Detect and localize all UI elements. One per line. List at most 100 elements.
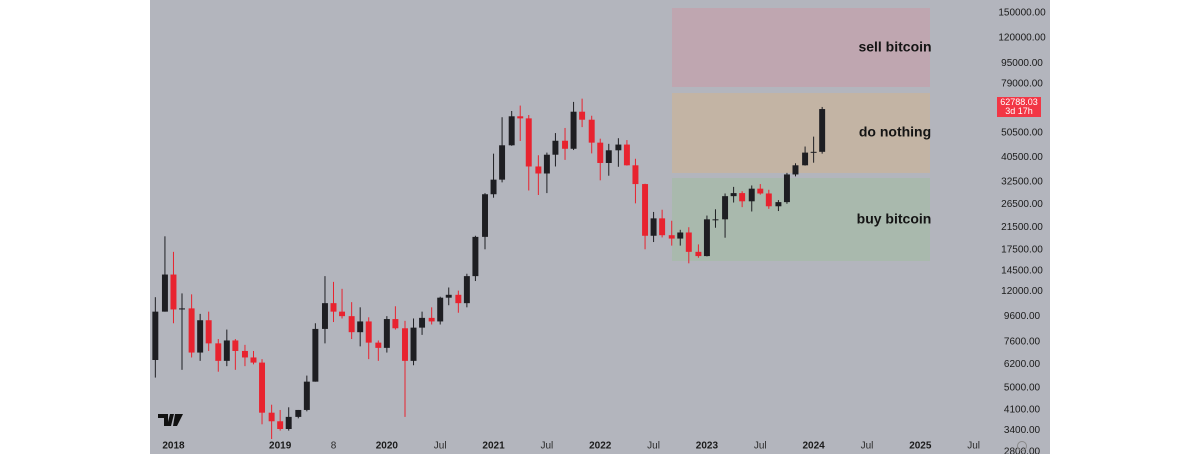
candle-body bbox=[402, 328, 408, 361]
candle-body bbox=[348, 316, 355, 333]
annotation: do nothing bbox=[859, 124, 931, 140]
candle-body bbox=[552, 140, 559, 155]
candle-body bbox=[437, 297, 444, 322]
candle-body bbox=[188, 308, 195, 353]
sell-zone bbox=[672, 8, 930, 87]
candle-body bbox=[623, 144, 630, 166]
hold-zone bbox=[672, 93, 930, 173]
candle-body bbox=[241, 350, 248, 358]
y-tick-label: 14500.00 bbox=[1001, 265, 1043, 276]
candle-body bbox=[757, 188, 764, 194]
x-tick-label: Jul bbox=[967, 441, 980, 452]
candle-body bbox=[668, 235, 675, 239]
y-tick-label: 79000.00 bbox=[1001, 78, 1043, 89]
candle-body bbox=[748, 188, 755, 202]
candle-body bbox=[285, 416, 292, 429]
candle-body bbox=[445, 294, 452, 298]
y-tick-label: 12000.00 bbox=[1001, 286, 1043, 297]
x-tick-label: 2023 bbox=[696, 441, 719, 452]
candle-body bbox=[508, 116, 515, 146]
x-tick-label: 8 bbox=[331, 441, 337, 452]
candle-body bbox=[321, 303, 328, 329]
candle-body bbox=[792, 165, 799, 175]
candle-body bbox=[197, 320, 204, 353]
last-price-label: 62788.03 bbox=[1000, 97, 1038, 107]
settings-icon[interactable] bbox=[1017, 441, 1027, 451]
last-price: 62788.03 3d 17h bbox=[997, 97, 1041, 117]
candle-body bbox=[472, 236, 479, 277]
candles bbox=[152, 98, 826, 440]
candle-body bbox=[179, 308, 185, 310]
candle-body bbox=[482, 194, 488, 237]
y-tick-label: 5000.00 bbox=[1004, 383, 1041, 394]
candle-body bbox=[330, 303, 337, 312]
x-tick-label: Jul bbox=[754, 441, 767, 452]
y-tick-label: 95000.00 bbox=[1001, 58, 1043, 69]
candle-body bbox=[535, 166, 542, 174]
x-tick-label: 2019 bbox=[269, 441, 292, 452]
x-tick-label: Jul bbox=[861, 441, 874, 452]
candle-body bbox=[392, 319, 399, 329]
candle-body bbox=[268, 412, 275, 422]
y-tick-label: 9600.00 bbox=[1004, 311, 1041, 322]
x-tick-label: 2025 bbox=[909, 441, 932, 452]
candle-body bbox=[419, 317, 426, 328]
x-tick-label: Jul bbox=[434, 441, 447, 452]
candle-body bbox=[223, 340, 230, 361]
x-tick-label: Jul bbox=[647, 441, 660, 452]
y-tick-label: 21500.00 bbox=[1001, 222, 1043, 233]
candle-body bbox=[810, 151, 817, 153]
candle-body bbox=[722, 196, 729, 220]
candle-body bbox=[455, 294, 462, 304]
candle-body bbox=[783, 174, 790, 203]
candle-body bbox=[570, 111, 577, 149]
candle-body bbox=[232, 340, 239, 351]
tradingview-logo bbox=[158, 414, 183, 426]
countdown-label: 3d 17h bbox=[1005, 106, 1033, 116]
candle-body bbox=[259, 362, 266, 413]
x-tick-label: 2024 bbox=[802, 441, 825, 452]
candle-body bbox=[428, 317, 435, 322]
candle-body bbox=[712, 219, 719, 221]
candle-body bbox=[579, 111, 586, 120]
candle-body bbox=[819, 109, 826, 152]
candle-body bbox=[597, 142, 604, 163]
candle-body bbox=[562, 140, 569, 149]
candle-body bbox=[615, 144, 622, 151]
y-tick-label: 2800.00 bbox=[1004, 447, 1041, 454]
candle-body bbox=[215, 343, 222, 361]
candle-body bbox=[659, 218, 666, 236]
candle-body bbox=[490, 179, 497, 195]
candle-body bbox=[463, 276, 470, 304]
candle-body bbox=[312, 328, 319, 382]
candle-body bbox=[170, 274, 177, 310]
candle-body bbox=[650, 218, 657, 236]
y-tick-label: 3400.00 bbox=[1004, 425, 1041, 436]
y-tick-label: 150000.00 bbox=[998, 8, 1046, 19]
candle-body bbox=[383, 319, 390, 348]
y-tick-label: 7600.00 bbox=[1004, 337, 1041, 348]
y-tick-label: 50500.00 bbox=[1001, 128, 1043, 139]
candle-body bbox=[543, 154, 550, 174]
candle-body bbox=[365, 321, 372, 343]
x-tick-label: 2021 bbox=[482, 441, 505, 452]
x-tick-label: 2018 bbox=[162, 441, 185, 452]
candle-body bbox=[703, 219, 710, 257]
x-tick-label: 2022 bbox=[589, 441, 612, 452]
y-tick-label: 40500.00 bbox=[1001, 152, 1043, 163]
annotation: sell bitcoin bbox=[858, 39, 931, 55]
candle-body bbox=[730, 193, 737, 197]
candle-body bbox=[605, 150, 612, 163]
price-axis: 150000.00 120000.00 95000.00 79000.00 50500.… bbox=[998, 8, 1050, 458]
candle-body bbox=[357, 321, 364, 333]
candle-body bbox=[339, 311, 346, 317]
x-tick-label: 2020 bbox=[376, 441, 399, 452]
candle-body bbox=[802, 152, 809, 166]
last-price-box bbox=[997, 97, 1041, 117]
y-tick-label: 32500.00 bbox=[1001, 176, 1043, 187]
candle-body bbox=[499, 145, 506, 180]
candle-body bbox=[375, 342, 382, 348]
zones: sell bitcoin do nothing buy bitcoin bbox=[672, 8, 932, 261]
